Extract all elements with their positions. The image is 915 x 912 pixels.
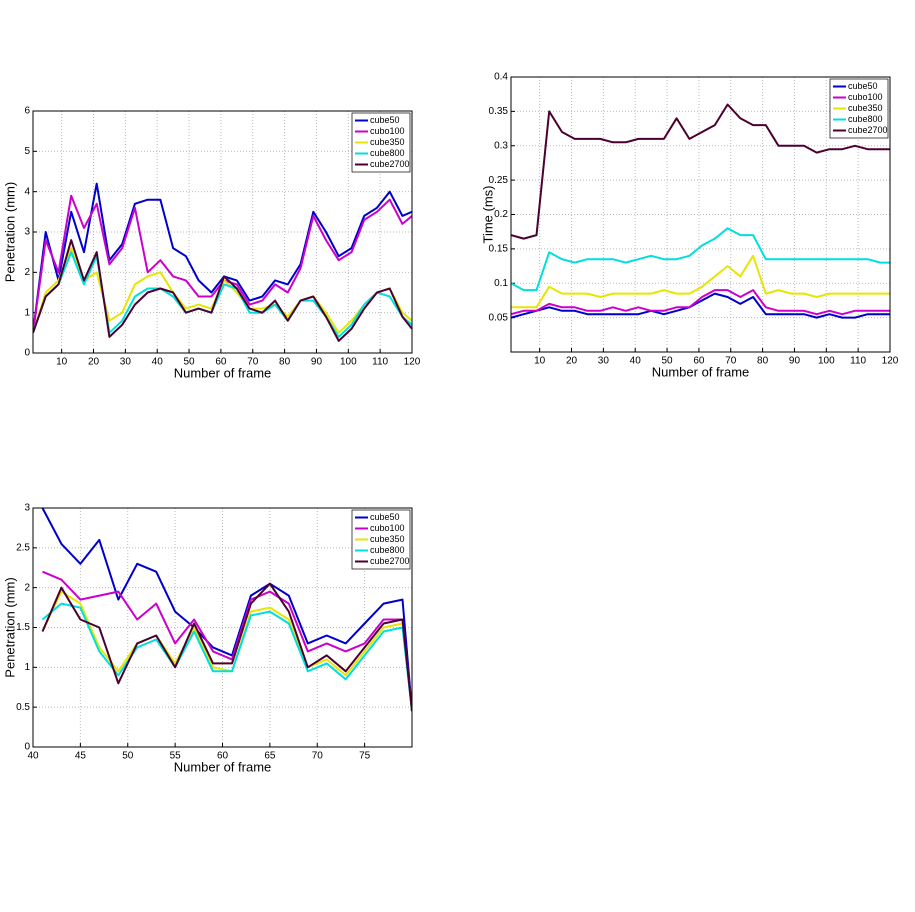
series-line: [42, 570, 412, 712]
x-tick-label: 70: [312, 751, 324, 762]
y-tick-label: 0.5: [16, 702, 30, 713]
y-axis-label: Penetration (mm): [2, 577, 17, 677]
x-tick-label: 90: [789, 356, 801, 367]
y-tick-label: 0.25: [489, 175, 509, 186]
plot-frame: [32, 507, 413, 748]
y-tick-label: 2.5: [16, 542, 30, 553]
legend-text: cube350: [370, 534, 405, 544]
x-tick-label: 40: [27, 751, 39, 762]
x-axis-label: Number of frame: [174, 759, 272, 774]
legend-text: cube800: [848, 114, 883, 124]
y-tick-label: 3: [24, 227, 30, 238]
chart: 40 45 50 55 60 65 70 75 0 0.5 1 1.5 2 2.5 3 Number of f…: [2, 503, 413, 774]
y-tick-label: 3: [24, 503, 30, 514]
x-tick-label: 75: [359, 751, 371, 762]
series-line: [511, 292, 890, 319]
legend-text: cubo100: [848, 92, 883, 102]
series-line: [41, 582, 412, 712]
legend-text: cube50: [370, 115, 400, 125]
x-tick-label: 20: [88, 357, 100, 368]
x-tick-label: 80: [279, 357, 291, 368]
x-axis-label: Number of frame: [174, 365, 272, 380]
x-tick-label: 110: [850, 356, 866, 367]
y-tick-label: 0.4: [494, 72, 508, 83]
x-tick-label: 65: [264, 751, 276, 762]
series-line: [41, 508, 412, 712]
x-tick-label: 70: [247, 357, 259, 368]
legend-text: cubo100: [370, 126, 405, 136]
x-tick-label: 80: [757, 356, 769, 367]
x-tick-label: 10: [56, 357, 68, 368]
y-tick-label: 0.35: [489, 106, 509, 117]
legend-text: cube50: [848, 81, 878, 91]
x-tick-label: 50: [183, 357, 195, 368]
x-tick-label: 110: [372, 357, 388, 368]
x-tick-label: 60: [693, 356, 705, 367]
series-line: [33, 247, 412, 334]
x-tick-label: 45: [75, 751, 87, 762]
legend-text: cube2700: [370, 159, 410, 169]
series-line: [511, 289, 890, 316]
y-tick-label: 0.15: [489, 244, 509, 255]
legend-text: cube350: [370, 137, 405, 147]
series-line: [511, 254, 890, 309]
chart: 10 20 30 40 50 60 70 80 90 100 110 120 0.05 0.1 0.15 0.…: [480, 72, 898, 380]
legend-text: cube800: [370, 545, 405, 555]
x-tick-label: 10: [534, 356, 546, 367]
x-tick-label: 100: [818, 356, 835, 367]
x-tick-label: 30: [120, 357, 132, 368]
plot-frame: [32, 110, 413, 354]
series-line: [511, 103, 890, 240]
y-tick-label: 0: [24, 348, 30, 359]
x-tick-label: 120: [404, 357, 421, 368]
y-tick-label: 0.2: [494, 209, 508, 220]
x-tick-label: 70: [725, 356, 737, 367]
x-axis-label: Number of frame: [652, 364, 750, 379]
x-tick-label: 40: [152, 357, 164, 368]
x-tick-label: 120: [882, 356, 899, 367]
y-axis-label: Time (ms): [480, 185, 495, 243]
y-tick-label: 1: [24, 662, 30, 673]
x-tick-label: 50: [661, 356, 673, 367]
x-tick-label: 60: [217, 751, 229, 762]
y-tick-label: 6: [24, 106, 30, 117]
x-tick-label: 50: [122, 751, 134, 762]
x-tick-label: 20: [566, 356, 578, 367]
y-tick-label: 0.05: [489, 312, 509, 323]
legend-text: cube800: [370, 148, 405, 158]
y-tick-label: 5: [24, 146, 30, 157]
x-tick-label: 90: [311, 357, 323, 368]
y-tick-label: 2: [24, 267, 30, 278]
x-tick-label: 100: [340, 357, 357, 368]
series-line: [41, 602, 412, 712]
series-line: [511, 227, 890, 292]
legend-text: cube2700: [370, 556, 410, 566]
plot-frame: [510, 76, 891, 353]
x-tick-label: 30: [598, 356, 610, 367]
y-tick-label: 0: [24, 742, 30, 753]
y-tick-label: 1: [24, 307, 30, 318]
legend-text: cubo100: [370, 523, 405, 533]
legend-text: cube50: [370, 512, 400, 522]
x-tick-label: 40: [630, 356, 642, 367]
y-tick-label: 1.5: [16, 622, 30, 633]
y-tick-label: 0.1: [494, 278, 508, 289]
legend-text: cube2700: [848, 125, 888, 135]
y-axis-label: Penetration (mm): [2, 182, 17, 282]
legend-text: cube350: [848, 103, 883, 113]
x-tick-label: 60: [215, 357, 227, 368]
chart: 10 20 30 40 50 60 70 80 90 100 110 120 0 1 2 3 4 5 6 Number…: [2, 106, 420, 381]
x-tick-label: 55: [170, 751, 182, 762]
y-tick-label: 0.3: [494, 140, 508, 151]
y-tick-label: 4: [24, 186, 30, 197]
series-line: [33, 239, 412, 342]
y-tick-label: 2: [24, 582, 30, 593]
